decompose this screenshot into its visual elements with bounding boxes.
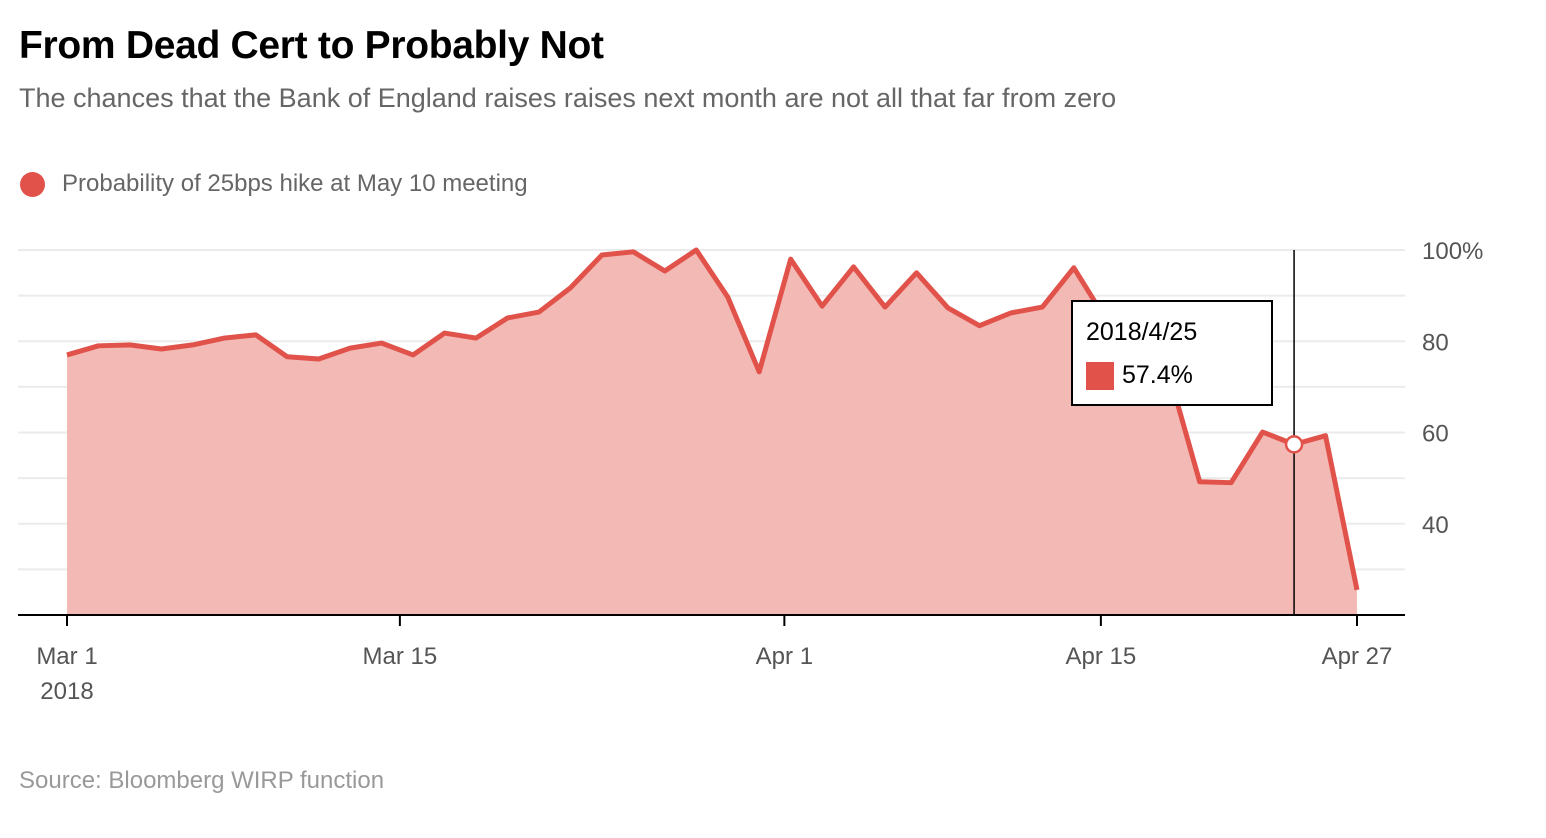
hover-marker [1284, 435, 1304, 454]
y-tick-label: 100% [1422, 238, 1483, 265]
y-tick-label: 40 [1422, 512, 1449, 539]
chart-title: From Dead Cert to Probably Not [19, 24, 604, 67]
tooltip-date: 2018/4/25 [1086, 318, 1198, 346]
x-tick-label: Apr 15 [1066, 643, 1137, 670]
x-tick-label: Apr 1 [756, 643, 813, 670]
x-tick-sublabel: 2018 [40, 678, 93, 705]
x-tick-label: Mar 1 [36, 643, 97, 670]
y-tick-label: 80 [1422, 329, 1449, 356]
legend-label: Probability of 25bps hike at May 10 meet… [62, 170, 528, 197]
x-tick-label: Apr 27 [1322, 643, 1393, 670]
source-note: Source: Bloomberg WIRP function [19, 767, 385, 794]
y-tick-label: 60 [1422, 421, 1449, 448]
tooltip-value: 57.4% [1122, 361, 1193, 389]
legend-swatch [20, 171, 45, 197]
legend: Probability of 25bps hike at May 10 meet… [20, 170, 528, 198]
chart-subtitle: The chances that the Bank of England rai… [19, 83, 1117, 113]
tooltip: 2018/4/25 57.4% [1071, 300, 1273, 406]
tooltip-swatch [1086, 361, 1114, 390]
x-tick-label: Mar 15 [363, 643, 438, 670]
area-fill [67, 250, 1357, 615]
